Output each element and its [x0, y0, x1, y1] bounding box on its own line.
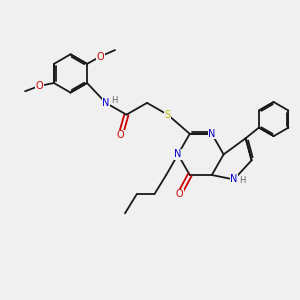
- Text: O: O: [35, 81, 43, 91]
- Text: O: O: [117, 130, 124, 140]
- Text: N: N: [174, 149, 182, 159]
- Text: N: N: [230, 174, 238, 184]
- Text: N: N: [208, 129, 215, 139]
- Text: N: N: [102, 98, 110, 108]
- Text: O: O: [97, 52, 104, 61]
- Text: S: S: [165, 110, 171, 120]
- Text: O: O: [176, 189, 183, 199]
- Text: H: H: [239, 176, 245, 185]
- Text: H: H: [111, 96, 117, 105]
